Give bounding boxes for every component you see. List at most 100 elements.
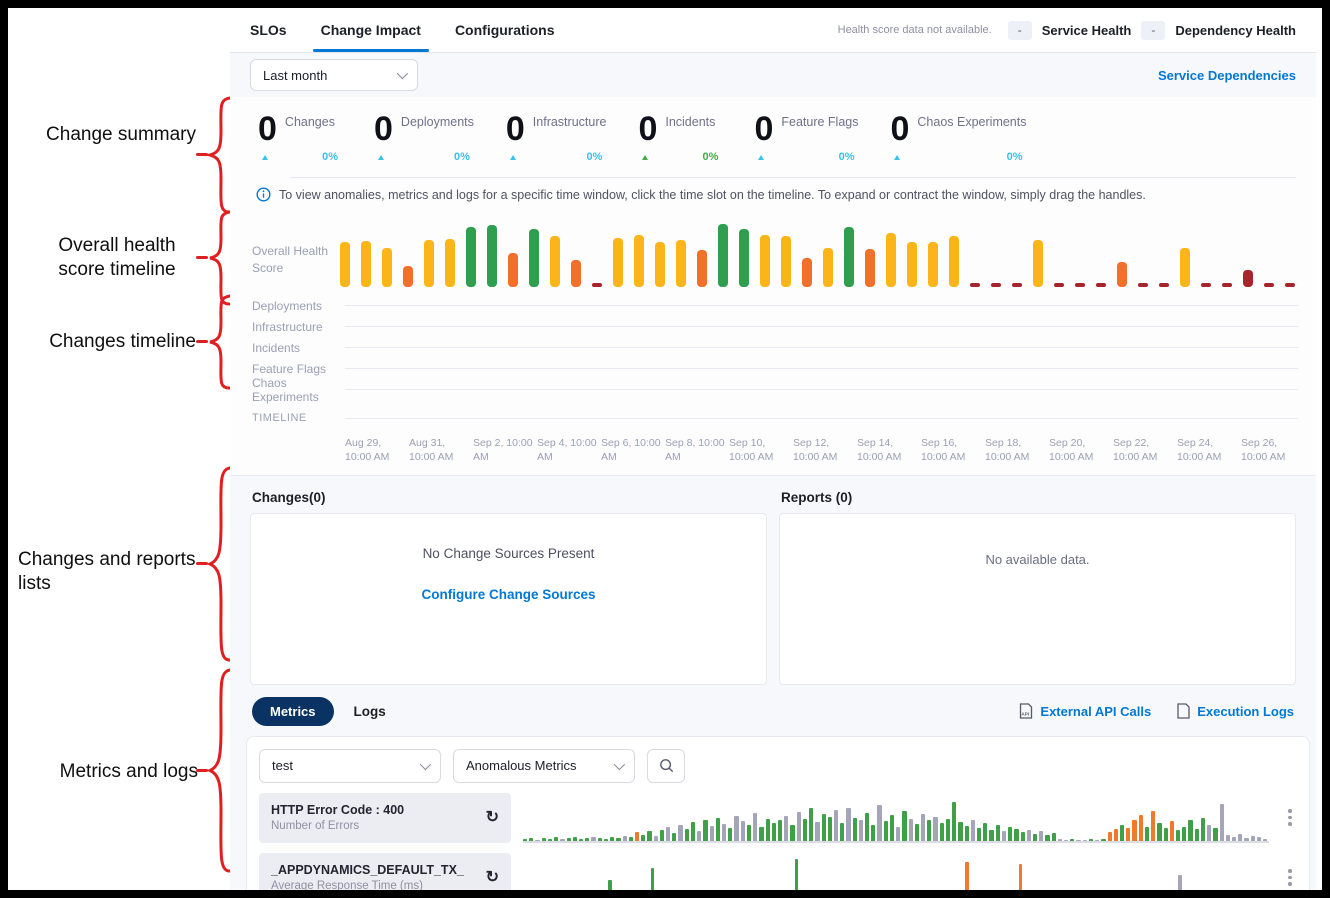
- summary-chaos-experiments: 0 Chaos Experiments 0%: [890, 110, 1026, 163]
- external-api-calls-link[interactable]: API External API Calls: [1019, 703, 1151, 719]
- chevron-down-icon: [613, 758, 626, 770]
- refresh-icon[interactable]: ↻: [485, 868, 499, 886]
- summary-infrastructure: 0 Infrastructure 0%: [505, 110, 607, 164]
- reports-empty-text: No available data.: [985, 551, 1090, 567]
- service-filter-select[interactable]: test: [259, 748, 441, 783]
- date-tick: Aug 31, 10:00 AM: [409, 437, 454, 464]
- metric-sparkline-chart: [523, 855, 1269, 890]
- timeline-label: TIMELINE: [252, 412, 307, 425]
- change-timeline-rows: Deployments Infrastructure Incidents Fea…: [230, 287, 1316, 404]
- annotation-connector: [196, 340, 208, 343]
- summary-label: Incidents: [665, 115, 716, 129]
- annotation-bracket: [206, 466, 232, 662]
- metrics-links: API External API Calls Execution Logs: [1019, 703, 1294, 719]
- changes-panel: Changes(0) No Change Sources Present Con…: [250, 484, 767, 685]
- time-range-select[interactable]: Last month: [250, 59, 418, 91]
- dependency-health-label: Dependency Health: [1175, 22, 1296, 38]
- timeline-track: [345, 368, 1298, 370]
- trend-up-icon: [642, 154, 649, 160]
- timeline-row-incidents[interactable]: Incidents: [252, 337, 1298, 358]
- metric-type-select[interactable]: Anomalous Metrics: [453, 748, 635, 783]
- metric-title: _APPDYNAMICS_DEFAULT_TX_: [271, 863, 464, 878]
- info-banner: To view anomalies, metrics and logs for …: [230, 178, 1316, 209]
- annotation-changes-reports: Changes and reports lists: [18, 549, 196, 594]
- metric-sparkline-chart: [523, 795, 1269, 843]
- tab-configurations[interactable]: Configurations: [454, 22, 555, 38]
- summary-count: 0: [754, 110, 774, 148]
- timeline-track: [345, 347, 1298, 349]
- tab-logs[interactable]: Logs: [353, 703, 386, 719]
- execution-logs-link[interactable]: Execution Logs: [1177, 703, 1294, 719]
- metric-row-appdynamics: _APPDYNAMICS_DEFAULT_TX_ Average Respons…: [259, 852, 1299, 890]
- summary-delta: 0%: [586, 151, 603, 164]
- timeline-row-deployments[interactable]: Deployments: [252, 295, 1298, 316]
- refresh-icon[interactable]: ↻: [485, 808, 499, 826]
- date-tick: Sep 26, 10:00 AM: [1241, 437, 1286, 464]
- metric-card-http-error[interactable]: HTTP Error Code : 400 Number of Errors ↻: [259, 792, 511, 843]
- annotation-bracket: [209, 294, 232, 390]
- metrics-card: test Anomalous Metrics HTTP Error Cod: [246, 735, 1310, 890]
- chevron-down-icon: [419, 758, 432, 770]
- summary-label: Changes: [284, 115, 335, 129]
- summary-changes: 0 Changes 0%: [258, 110, 342, 163]
- annotation-change-summary: Change summary: [46, 124, 196, 145]
- summary-count: 0: [258, 110, 277, 148]
- summary-count: 0: [890, 110, 910, 148]
- summary-count: 0: [638, 110, 658, 148]
- row-label: Infrastructure: [252, 319, 323, 334]
- timeline-row-chaos-experiments[interactable]: Chaos Experiments: [252, 376, 1298, 404]
- service-dependencies-link[interactable]: Service Dependencies: [1157, 67, 1296, 83]
- health-score-row: Overall Health Score: [230, 209, 1316, 288]
- timeline-track: [345, 305, 1298, 307]
- summary-label: Deployments: [400, 115, 474, 129]
- metrics-section: Metrics Logs API External API Calls Exec…: [230, 685, 1316, 890]
- date-tick: Sep 6, 10:00 AM: [601, 437, 661, 464]
- metric-subtitle: Average Response Time (ms): [271, 880, 423, 890]
- timeline-row-feature-flags[interactable]: Feature Flags: [252, 358, 1298, 379]
- app-panel: SLOs Change Impact Configurations Health…: [230, 8, 1316, 890]
- health-score-chart[interactable]: [340, 221, 1298, 288]
- timeline-track: [345, 326, 1298, 328]
- annotation-changes-timeline: Changes timeline: [49, 331, 196, 352]
- change-summary-row: 0 Changes 0% 0 Deployments 0% 0 Infrastruct…: [230, 97, 1316, 169]
- summary-feature-flags: 0 Feature Flags 0%: [754, 110, 858, 163]
- changes-panel-title: Changes(0): [252, 489, 326, 505]
- annotation-connector: [196, 153, 208, 156]
- tab-change-impact[interactable]: Change Impact: [312, 8, 430, 52]
- metrics-logs-tabs: Metrics Logs API External API Calls Exec…: [246, 696, 1314, 726]
- api-document-icon: API: [1020, 703, 1033, 719]
- summary-deployments: 0 Deployments 0%: [374, 110, 474, 163]
- date-tick: Sep 18, 10:00 AM: [985, 437, 1030, 464]
- info-icon: [256, 187, 271, 202]
- tab-metrics[interactable]: Metrics: [252, 696, 334, 726]
- trend-up-icon: [758, 154, 765, 160]
- summary-count: 0: [374, 110, 393, 148]
- annotation-connector: [196, 769, 208, 772]
- annotation-connector: [196, 562, 208, 565]
- trend-up-icon: [262, 154, 268, 160]
- date-tick: Sep 2, 10:00 AM: [473, 437, 533, 464]
- info-banner-text: To view anomalies, metrics and logs for …: [279, 187, 1146, 202]
- timeline-axis-row: TIMELINE: [252, 408, 1298, 428]
- header-tabs: SLOs Change Impact Configurations: [250, 8, 554, 52]
- metric-options-menu[interactable]: [1281, 853, 1299, 890]
- date-tick: Aug 29, 10:00 AM: [345, 437, 390, 464]
- changes-empty-card: No Change Sources Present Configure Chan…: [250, 512, 767, 685]
- timeline-row-infrastructure[interactable]: Infrastructure: [252, 316, 1298, 337]
- row-label: Chaos Experiments: [252, 375, 319, 404]
- metric-card-appdynamics[interactable]: _APPDYNAMICS_DEFAULT_TX_ Average Respons…: [259, 852, 511, 890]
- metric-options-menu[interactable]: [1281, 793, 1299, 843]
- annotation-bracket: [209, 210, 232, 306]
- tab-slos[interactable]: SLOs: [250, 22, 287, 38]
- annotation-metrics-logs: Metrics and logs: [59, 761, 198, 782]
- configure-change-sources-link[interactable]: Configure Change Sources: [421, 586, 596, 602]
- summary-label: Infrastructure: [532, 115, 607, 129]
- search-button[interactable]: [647, 748, 685, 783]
- annotation-health-timeline: Overall health score timeline: [58, 235, 176, 280]
- row-label: Deployments: [252, 298, 323, 313]
- metric-row-http-error: HTTP Error Code : 400 Number of Errors ↻: [259, 792, 1299, 843]
- timeline-track: [345, 389, 1298, 391]
- date-tick: Sep 20, 10:00 AM: [1049, 437, 1094, 464]
- metric-title: HTTP Error Code : 400: [271, 803, 405, 818]
- summary-count: 0: [505, 110, 525, 148]
